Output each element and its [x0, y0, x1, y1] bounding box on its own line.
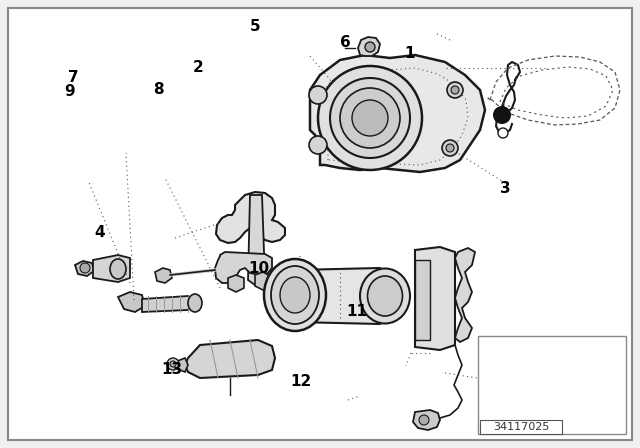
Text: 8: 8: [154, 82, 164, 97]
Text: 3: 3: [500, 181, 511, 196]
Polygon shape: [118, 292, 145, 312]
Polygon shape: [75, 261, 94, 276]
Ellipse shape: [110, 259, 126, 279]
Ellipse shape: [367, 276, 403, 316]
Circle shape: [80, 263, 90, 273]
Text: 1: 1: [404, 46, 415, 61]
Bar: [478, 336, 626, 434]
Circle shape: [340, 88, 400, 148]
Circle shape: [309, 86, 327, 104]
Ellipse shape: [280, 277, 310, 313]
Text: 7: 7: [68, 69, 79, 85]
Text: 5: 5: [250, 19, 260, 34]
Text: 2: 2: [193, 60, 204, 75]
Text: 13: 13: [161, 362, 182, 377]
Circle shape: [309, 136, 327, 154]
Polygon shape: [455, 248, 475, 342]
Ellipse shape: [360, 268, 410, 323]
Circle shape: [170, 361, 176, 367]
Circle shape: [330, 78, 410, 158]
Polygon shape: [413, 410, 440, 430]
Circle shape: [365, 42, 375, 52]
Text: 10: 10: [248, 261, 270, 276]
Text: 12: 12: [290, 374, 312, 389]
Bar: [480, 420, 562, 434]
Polygon shape: [142, 296, 195, 312]
Polygon shape: [185, 340, 275, 378]
Polygon shape: [155, 268, 172, 283]
Polygon shape: [415, 260, 430, 340]
Text: 11: 11: [347, 304, 367, 319]
Text: 6: 6: [340, 35, 351, 50]
Circle shape: [442, 140, 458, 156]
Text: 34117025: 34117025: [493, 422, 549, 432]
Circle shape: [446, 144, 454, 152]
Circle shape: [419, 415, 429, 425]
Polygon shape: [295, 268, 385, 324]
Polygon shape: [172, 358, 188, 372]
Polygon shape: [216, 192, 285, 243]
Ellipse shape: [264, 259, 326, 331]
Polygon shape: [93, 255, 130, 282]
Ellipse shape: [271, 266, 319, 324]
Polygon shape: [310, 55, 485, 172]
Circle shape: [451, 86, 459, 94]
Polygon shape: [255, 272, 270, 290]
Circle shape: [447, 82, 463, 98]
Text: 4: 4: [94, 225, 104, 241]
Polygon shape: [228, 275, 244, 292]
Circle shape: [498, 128, 508, 138]
Circle shape: [493, 106, 511, 124]
Polygon shape: [358, 37, 380, 56]
Circle shape: [352, 100, 388, 136]
Ellipse shape: [188, 294, 202, 312]
Circle shape: [318, 66, 422, 170]
Polygon shape: [415, 247, 455, 350]
Polygon shape: [215, 252, 272, 283]
Circle shape: [167, 358, 179, 370]
Text: 9: 9: [64, 84, 74, 99]
Polygon shape: [248, 195, 265, 285]
